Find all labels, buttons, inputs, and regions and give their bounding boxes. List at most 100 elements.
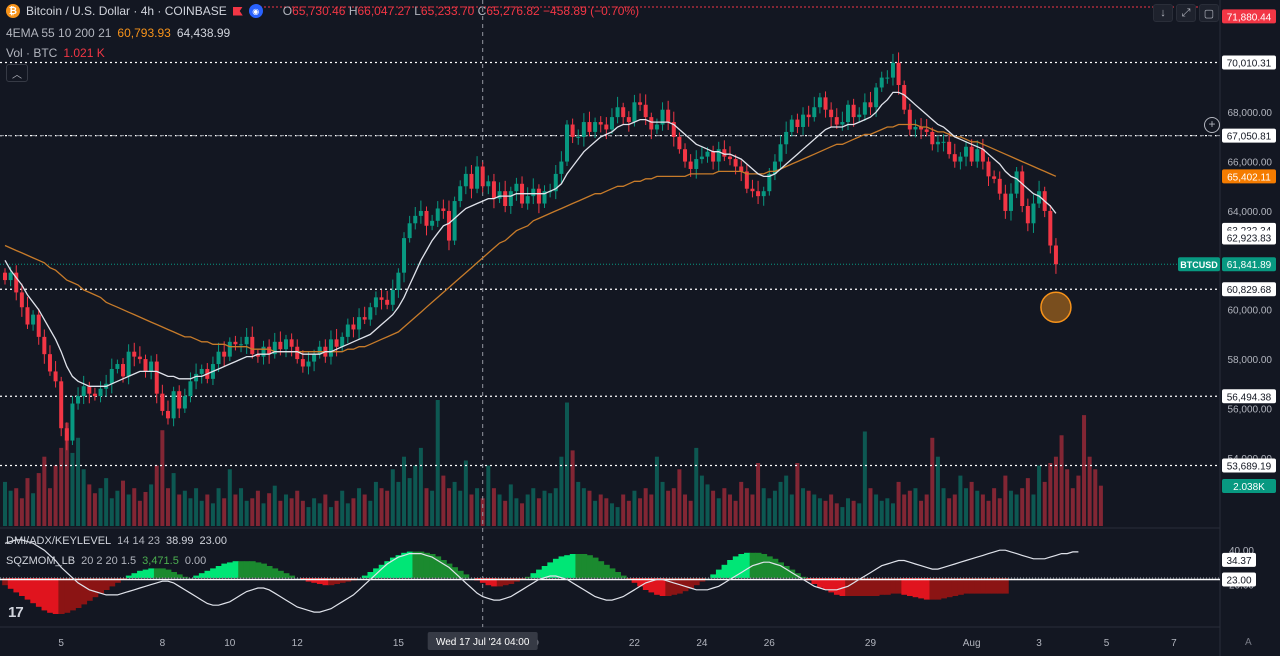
- auto-scale-button[interactable]: A: [1245, 637, 1252, 648]
- candle-body: [632, 102, 637, 123]
- volume-bar: [688, 500, 693, 526]
- candle-body: [935, 141, 940, 145]
- volume-bar: [671, 488, 676, 526]
- candle-body: [300, 359, 305, 367]
- momentum-bar: [884, 578, 891, 595]
- candle-body: [284, 339, 288, 350]
- volume-bar: [188, 498, 193, 526]
- candle: [660, 102, 665, 131]
- candle: [328, 330, 333, 365]
- momentum-bar: [929, 578, 936, 600]
- volume-bar: [126, 494, 131, 526]
- candle-body: [430, 220, 435, 226]
- candle: [407, 215, 412, 243]
- momentum-bar: [693, 578, 700, 586]
- candle: [390, 279, 395, 311]
- volume-bar: [609, 503, 614, 526]
- candle-body: [829, 109, 834, 118]
- price-level-tag: [1222, 458, 1276, 473]
- candle-body: [969, 146, 974, 162]
- candle-body: [396, 272, 401, 290]
- volume-bar: [379, 488, 384, 526]
- plus-icon[interactable]: +: [1204, 117, 1220, 133]
- momentum-bar: [260, 563, 267, 578]
- volume-bar: [233, 494, 238, 526]
- candle: [70, 396, 75, 446]
- candle: [902, 80, 907, 115]
- screenshot-icon[interactable]: ▢: [1199, 4, 1219, 22]
- volume-bar: [626, 500, 631, 526]
- candle: [626, 111, 631, 132]
- chevron-up-icon[interactable]: ︿: [6, 64, 28, 82]
- volume-bar: [1031, 494, 1036, 526]
- price-level-label: 70,010.31: [1227, 59, 1272, 70]
- candle: [480, 162, 485, 193]
- volume-bar: [1042, 481, 1047, 526]
- candle-body: [19, 292, 24, 308]
- sqzmom-label: SQZMOM_LB: [6, 555, 76, 567]
- volume-bar: [632, 490, 637, 526]
- candle: [935, 135, 940, 153]
- candle-body: [328, 339, 333, 357]
- ema-slow-line: [4, 123, 1057, 353]
- momentum-bar: [996, 578, 1004, 594]
- momentum-bar: [395, 555, 402, 578]
- volume-bar: [289, 498, 294, 526]
- volume-bar: [216, 488, 221, 526]
- volume-bar: [306, 507, 311, 526]
- momentum-bar: [418, 551, 425, 578]
- candle-body: [576, 136, 581, 138]
- candle-body: [458, 186, 463, 202]
- momentum-bar: [339, 578, 346, 583]
- volume-value-label: 2.038K: [1233, 482, 1265, 493]
- volume-bar: [137, 500, 142, 526]
- volume-bar: [1093, 469, 1098, 526]
- close-value: 65,276.82: [486, 4, 540, 18]
- volume-bar: [165, 488, 170, 526]
- momentum-bar: [440, 560, 447, 578]
- momentum-bar: [659, 578, 666, 596]
- volume-bar: [638, 498, 643, 526]
- candle: [890, 53, 895, 86]
- candle: [531, 178, 536, 205]
- volume-bar: [739, 481, 744, 526]
- volume-bar: [362, 494, 367, 526]
- momentum-bar: [13, 578, 20, 593]
- ema-legend[interactable]: 4EMA 55 10 200 21 60,793.93 64,438.99: [6, 26, 230, 40]
- volume-bar: [424, 488, 429, 526]
- momentum-bar: [288, 575, 296, 578]
- candle-body: [452, 201, 457, 241]
- arrow-down-icon[interactable]: ↓: [1153, 4, 1173, 22]
- candle: [87, 381, 92, 404]
- candle-body: [514, 183, 519, 192]
- volume-bar: [154, 465, 159, 526]
- candle-body: [750, 188, 755, 192]
- volume-bar: [402, 456, 407, 526]
- volume-bar: [98, 488, 103, 526]
- momentum-bar: [266, 566, 273, 578]
- volume-bar: [8, 490, 13, 526]
- volume-bar: [340, 490, 345, 526]
- flag-icon[interactable]: [232, 6, 243, 16]
- candle-body: [986, 161, 991, 177]
- price-level-label: 62,923.83: [1227, 234, 1272, 245]
- momentum-bar: [238, 561, 245, 578]
- volume-legend[interactable]: Vol · BTC 1.021 K: [6, 46, 105, 60]
- momentum-bar: [446, 563, 453, 578]
- candle-body: [615, 107, 620, 118]
- candle: [632, 94, 637, 127]
- candle: [14, 265, 19, 301]
- volume-bar: [1087, 456, 1092, 526]
- fullscreen-icon[interactable]: ⤢: [1176, 4, 1196, 22]
- candle: [671, 111, 676, 147]
- symbol-title[interactable]: Bitcoin / U.S. Dollar · 4h · COINBASE: [26, 4, 227, 18]
- tradingview-logo-icon[interactable]: 17: [8, 604, 24, 621]
- sqzmom-legend[interactable]: SQZMOM_LB 20 2 20 1.5 3,471.5 0.00: [6, 555, 206, 567]
- volume-bar: [250, 498, 255, 526]
- dmi-legend[interactable]: DMI/ADX/KEYLEVEL 14 14 23 38.99 23.00: [6, 535, 227, 547]
- volume-bar: [649, 494, 654, 526]
- volume-bar: [536, 498, 541, 526]
- candle: [160, 384, 165, 416]
- candle: [182, 388, 187, 413]
